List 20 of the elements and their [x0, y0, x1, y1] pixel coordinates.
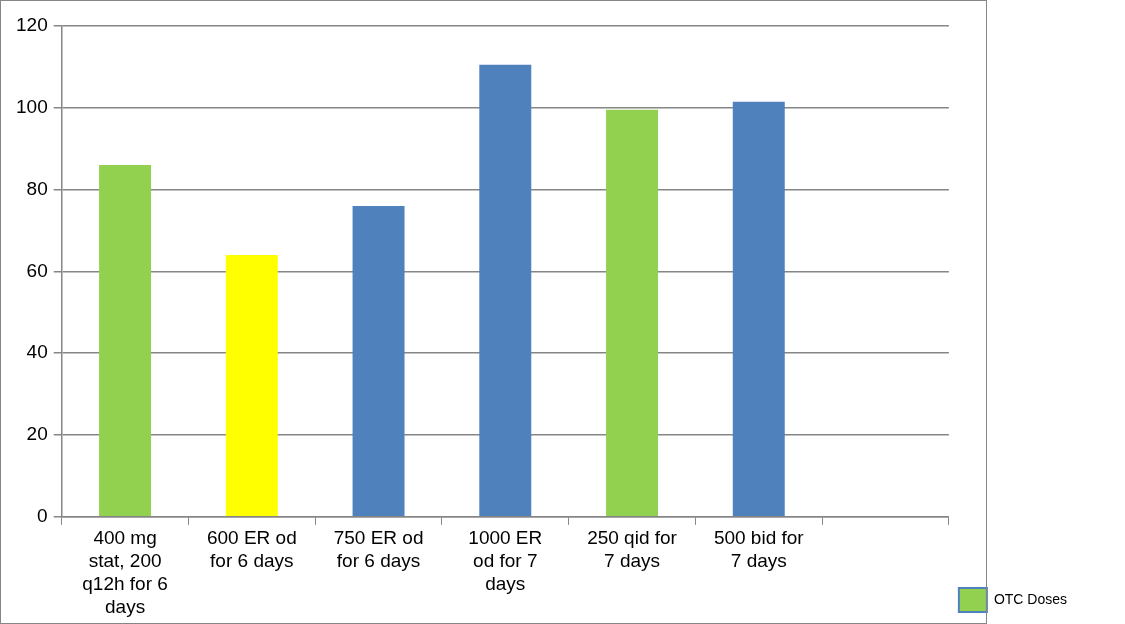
y-tick-label: 100 [16, 96, 48, 118]
x-tick-label: 600 ER od for 6 days [206, 527, 297, 572]
bar [732, 101, 785, 517]
y-tick-label: 40 [26, 341, 48, 363]
legend-label: OTC Doses [993, 590, 1067, 607]
y-tick-label: 0 [37, 505, 48, 527]
bar [352, 205, 405, 517]
y-tick-label: 80 [26, 177, 48, 199]
x-tick-label: 750 ER od for 6 days [333, 527, 424, 572]
bar [606, 109, 659, 517]
bar [99, 165, 152, 517]
y-tick-label: 120 [16, 14, 48, 36]
x-tick-label: 1000 ER od for 7 days [468, 527, 543, 595]
bar [479, 64, 532, 517]
bar [225, 255, 278, 517]
x-tick-label: 250 qid for 7 days [587, 527, 678, 572]
x-tick-label: 500 bid for 7 days [713, 527, 805, 572]
y-tick-label: 20 [26, 423, 48, 445]
y-tick-label: 60 [26, 259, 48, 281]
x-tick-label: 400 mg stat, 200 q12h for 6 days [82, 527, 168, 617]
